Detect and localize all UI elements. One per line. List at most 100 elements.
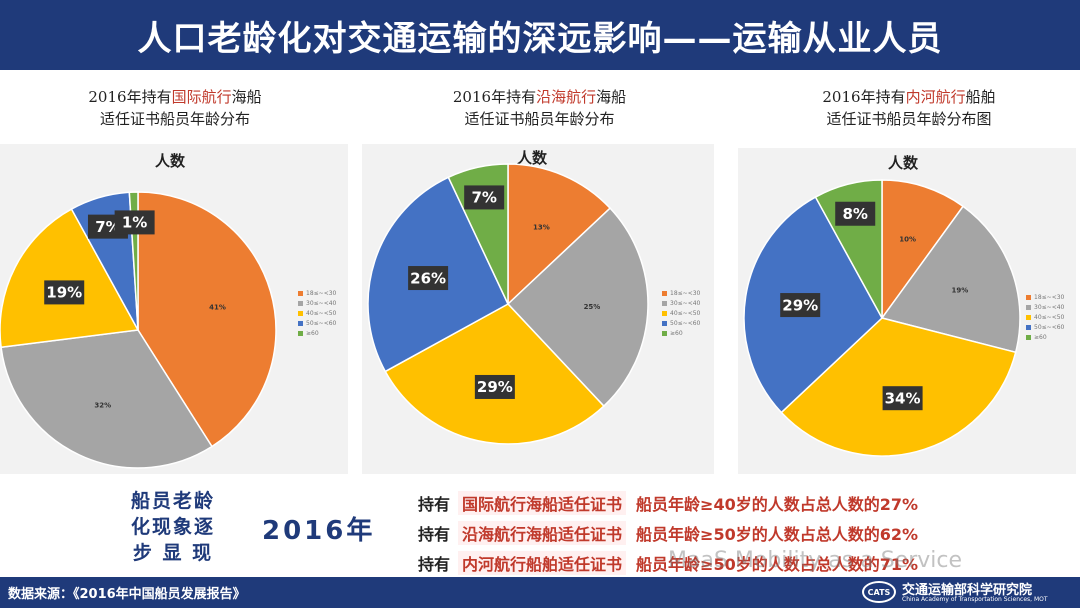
- plot-title-international: 人数: [154, 152, 185, 170]
- legend-entry: 40≤~<50: [1026, 312, 1064, 322]
- chart-panel-inland: 2016年持有内河航行船舶 适任证书船员年龄分布图 人数 10% 19% 34% 29…: [738, 82, 1080, 477]
- aging-note: 船员老龄 化现象逐 步 显 现: [130, 490, 215, 564]
- chart-title-international: 2016年持有国际航行海船 适任证书船员年龄分布: [88, 88, 262, 128]
- year-label: 2016年: [262, 516, 376, 546]
- data-label-box: [474, 374, 515, 399]
- legend-swatch: [662, 300, 667, 306]
- pie-slice: [506, 207, 649, 408]
- legend-swatch: [298, 290, 303, 296]
- legend-entry: ≥60: [1026, 332, 1064, 342]
- pie-slice: [384, 303, 605, 445]
- chart-panel-international: 2016年持有国际航行海船 适任证书船员年龄分布 人数 41% 32% 19% 7% 1…: [0, 82, 350, 477]
- chart-title-inland: 2016年持有内河航行船舶 适任证书船员年龄分布图: [822, 88, 996, 128]
- legend-inland: 18≤~<30 30≤~<40 40≤~<50 50≤~<60 ≥60: [1026, 292, 1064, 342]
- legend-swatch: [298, 330, 303, 336]
- legend-entry: 30≤~<40: [1026, 302, 1064, 312]
- plot-title-inland: 人数: [887, 154, 918, 172]
- legend-label: 40≤~<50: [306, 309, 337, 317]
- pie-chart-inland: 10% 19% 34% 29% 8%: [743, 179, 1021, 457]
- data-label: 34%: [885, 389, 921, 407]
- legend-swatch: [298, 310, 303, 316]
- legend-label: ≥60: [670, 329, 683, 337]
- legend-swatch: [1026, 294, 1031, 300]
- legend-swatch: [298, 320, 303, 326]
- data-label-box: [114, 210, 155, 235]
- legend-entry: 30≤~<40: [298, 298, 336, 308]
- data-label-box: [44, 280, 85, 305]
- legend-entry: 40≤~<50: [662, 308, 700, 318]
- data-label-box: [464, 185, 505, 210]
- data-label: 41%: [209, 303, 226, 311]
- legend-label: 18≤~<30: [1034, 293, 1065, 301]
- legend-entry: 18≤~<30: [662, 288, 700, 298]
- legend-label: 50≤~<60: [1034, 323, 1065, 331]
- pie-chart-international: 41% 32% 19% 7% 1%: [0, 191, 277, 469]
- pie-slice: [507, 163, 612, 306]
- legend-entry: 40≤~<50: [298, 308, 336, 318]
- legend-entry: 50≤~<60: [662, 318, 700, 328]
- slide-header: 人口老龄化对交通运输的深远影响——运输从业人员: [0, 0, 1080, 70]
- legend-entry: 18≤~<30: [1026, 292, 1064, 302]
- chart-panel-coastal: 2016年持有沿海航行海船 适任证书船员年龄分布 人数 13% 25% 29% 26%…: [362, 82, 717, 477]
- data-label-box: [882, 386, 923, 411]
- pie-slice: [880, 205, 1021, 354]
- legend-label: 40≤~<50: [670, 309, 701, 317]
- pie-slice: [0, 329, 213, 469]
- legend-swatch: [662, 330, 667, 336]
- legend-label: 40≤~<50: [1034, 313, 1065, 321]
- legend-label: ≥60: [1034, 333, 1047, 341]
- pie-chart-coastal: 13% 25% 29% 26% 7%: [367, 163, 649, 445]
- legend-swatch: [662, 310, 667, 316]
- data-label: 29%: [477, 378, 513, 396]
- data-label: 19%: [952, 286, 969, 294]
- legend-international: 18≤~<30 30≤~<40 40≤~<50 50≤~<60 ≥60: [298, 288, 336, 338]
- legend-swatch: [1026, 304, 1031, 310]
- watermark-text: MaaS Mobility as a Service: [668, 548, 963, 573]
- legend-swatch: [662, 320, 667, 326]
- legend-entry: 50≤~<60: [1026, 322, 1064, 332]
- data-label: 10%: [899, 236, 916, 244]
- data-source: 数据来源：《2016年中国船员发展报告》: [8, 587, 246, 602]
- chart-title-coastal: 2016年持有沿海航行海船 适任证书船员年龄分布: [452, 88, 627, 128]
- data-label: 32%: [94, 401, 111, 409]
- data-label: 7%: [95, 218, 120, 236]
- legend-entry: ≥60: [662, 328, 700, 338]
- data-label: 13%: [533, 223, 550, 231]
- org-name-en: China Academy of Transportation Sciences…: [902, 596, 1048, 603]
- slide-footer: 数据来源：《2016年中国船员发展报告》 CATS 交通运输部科学研究院 Chi…: [0, 577, 1080, 608]
- data-label: 26%: [410, 269, 446, 287]
- legend-label: ≥60: [306, 329, 319, 337]
- legend-label: 50≤~<60: [670, 319, 701, 327]
- pie-slice: [0, 208, 140, 349]
- legend-entry: ≥60: [298, 328, 336, 338]
- data-label: 25%: [584, 303, 601, 311]
- legend-label: 50≤~<60: [306, 319, 337, 327]
- legend-label: 30≤~<40: [306, 299, 337, 307]
- statement-row: 持有 国际航行海船适任证书 船员年龄≥40岁的人数占总人数的27%: [418, 488, 918, 518]
- data-label: 7%: [471, 189, 496, 207]
- legend-swatch: [1026, 314, 1031, 320]
- statement-row: 持有 沿海航行海船适任证书 船员年龄≥50岁的人数占总人数的62%: [418, 518, 918, 548]
- legend-label: 30≤~<40: [670, 299, 701, 307]
- legend-label: 30≤~<40: [1034, 303, 1065, 311]
- legend-swatch: [298, 300, 303, 306]
- legend-entry: 50≤~<60: [298, 318, 336, 328]
- org-logo-icon: CATS: [862, 581, 896, 603]
- legend-swatch: [662, 290, 667, 296]
- data-label: 1%: [122, 214, 147, 232]
- slide-title: 人口老龄化对交通运输的深远影响——运输从业人员: [137, 18, 943, 59]
- data-label-box: [780, 293, 821, 318]
- legend-swatch: [1026, 334, 1031, 340]
- data-label: 19%: [46, 284, 82, 302]
- legend-swatch: [1026, 324, 1031, 330]
- pie-slice: [137, 191, 277, 448]
- legend-label: 18≤~<30: [306, 289, 337, 297]
- legend-label: 18≤~<30: [670, 289, 701, 297]
- legend-entry: 30≤~<40: [662, 298, 700, 308]
- statement-row: 持有 内河航行船舶适任证书 船员年龄≥50岁的人数占总人数的71%: [418, 548, 918, 578]
- data-label: 8%: [842, 205, 867, 223]
- plot-title-coastal: 人数: [516, 149, 547, 167]
- pie-slice: [881, 179, 965, 321]
- data-label-box: [408, 266, 449, 291]
- legend-coastal: 18≤~<30 30≤~<40 40≤~<50 50≤~<60 ≥60: [662, 288, 700, 338]
